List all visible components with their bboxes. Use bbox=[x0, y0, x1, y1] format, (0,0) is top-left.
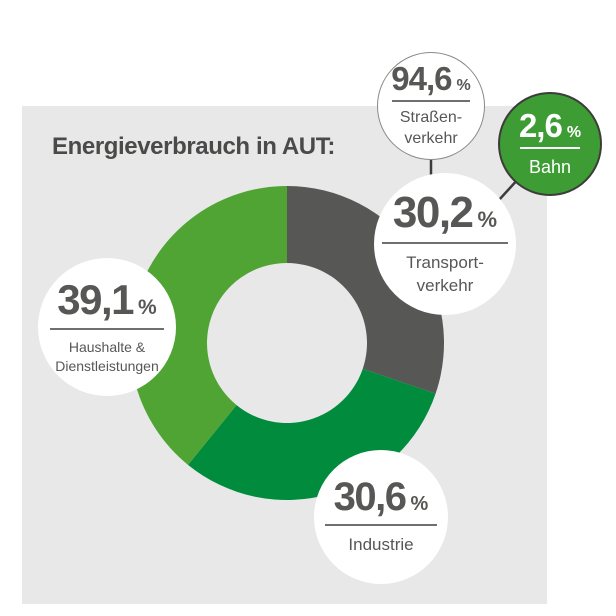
callout-strassenverkehr-label-line1: Straßen- bbox=[399, 109, 463, 127]
chart-title: Energieverbrauch in AUT: bbox=[52, 133, 335, 160]
callout-bahn-label: Bahn bbox=[529, 156, 571, 179]
percent-sign: % bbox=[138, 296, 157, 320]
callout-industrie: 30,6 % Industrie bbox=[314, 450, 448, 584]
callout-bahn-divider bbox=[520, 146, 580, 149]
callout-bahn-label-line1: Bahn bbox=[528, 156, 572, 177]
callout-transportverkehr: 30,2 % Transport- verkehr bbox=[374, 173, 516, 315]
callout-haushalte-divider bbox=[50, 328, 164, 331]
percent-sign: % bbox=[477, 207, 498, 233]
percent-sign: % bbox=[566, 123, 582, 141]
callout-strassenverkehr-label-line2: verkehr bbox=[404, 130, 458, 147]
callout-transportverkehr-value: 30,2 bbox=[392, 188, 474, 238]
callout-transportverkehr-label-line1: Transport- bbox=[406, 253, 484, 273]
donut-slice-transportverkehr bbox=[287, 186, 444, 394]
callout-strassenverkehr-value-row: 94,6 % bbox=[391, 62, 470, 95]
callout-strassenverkehr-divider bbox=[392, 100, 470, 103]
callout-haushalte-label-line1: Haushalte & bbox=[68, 339, 146, 356]
callout-industrie-label: Industrie bbox=[348, 534, 413, 556]
callout-haushalte: 39,1 % Haushalte & Dienstleistungen bbox=[38, 258, 176, 396]
callout-transportverkehr-divider bbox=[382, 242, 508, 245]
percent-sign: % bbox=[410, 493, 429, 516]
callout-haushalte-value-row: 39,1 % bbox=[57, 279, 156, 321]
callout-haushalte-label: Haushalte & Dienstleistungen bbox=[55, 338, 159, 374]
callout-transportverkehr-value-row: 30,2 % bbox=[393, 191, 497, 235]
callout-transportverkehr-label: Transport- verkehr bbox=[406, 252, 484, 296]
callout-strassenverkehr-value: 94,6 bbox=[391, 60, 452, 98]
callout-strassenverkehr: 94,6 % Straßen- verkehr bbox=[377, 52, 485, 160]
callout-strassenverkehr-label: Straßen- verkehr bbox=[400, 108, 462, 150]
callout-bahn: 2,6 % Bahn bbox=[498, 92, 602, 196]
callout-industrie-value-row: 30,6 % bbox=[334, 477, 429, 517]
percent-sign: % bbox=[456, 77, 471, 95]
callout-industrie-label-line1: Industrie bbox=[348, 535, 414, 555]
callout-transportverkehr-label-line2: verkehr bbox=[416, 275, 474, 295]
callout-haushalte-value: 39,1 bbox=[57, 276, 134, 324]
donut-slice-haushalte-dienstleistungen bbox=[129, 186, 287, 465]
callout-industrie-value: 30,6 bbox=[333, 475, 407, 520]
callout-bahn-value-row: 2,6 % bbox=[519, 109, 581, 142]
callout-haushalte-label-line2: Dienstleistungen bbox=[55, 357, 159, 374]
callout-industrie-divider bbox=[325, 524, 437, 527]
callout-bahn-value: 2,6 bbox=[518, 106, 563, 144]
